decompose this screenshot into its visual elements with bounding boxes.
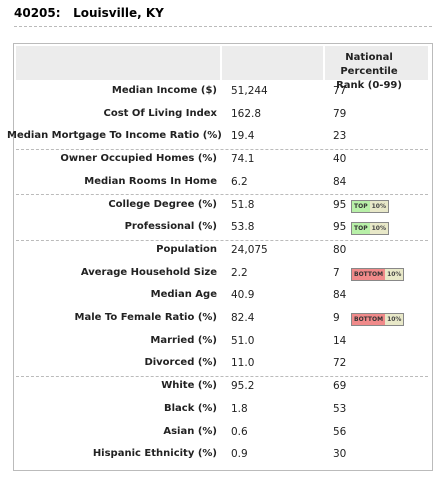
rank-header: National Percentile Rank (0-99) — [336, 52, 402, 91]
badge: TOP 10% — [351, 222, 389, 235]
row-value: 11.0 — [231, 357, 255, 369]
row-rank: 72 — [333, 357, 347, 369]
badge: TOP 10% — [351, 200, 389, 213]
header-cell — [16, 46, 220, 80]
badge-pct: 10% — [385, 269, 404, 280]
row-label: Asian (%) — [163, 426, 217, 437]
zip: 40205: — [14, 6, 61, 20]
row-value: 0.6 — [231, 426, 248, 438]
row-label: Divorced (%) — [144, 357, 217, 368]
row-label: Male To Female Ratio (%) — [74, 312, 217, 323]
row-label: Median Mortgage To Income Ratio (%) — [7, 130, 222, 141]
row-rank: 30 — [333, 448, 347, 460]
row-value: 74.1 — [231, 153, 255, 165]
row-rank: 9 — [333, 312, 340, 324]
row-rank: 84 — [333, 289, 347, 301]
row-rank: 14 — [333, 335, 347, 347]
row-value: 1.8 — [231, 403, 248, 415]
row-label: Married (%) — [150, 335, 217, 346]
header-cell — [325, 46, 428, 80]
badge-label: TOP — [352, 201, 370, 212]
row-label: Cost Of Living Index — [103, 108, 218, 119]
row-value: 0.9 — [231, 448, 248, 460]
row-label: Median Income ($) — [111, 85, 217, 96]
header-cell — [222, 46, 323, 80]
row-value: 40.9 — [231, 289, 255, 301]
row-value: 53.8 — [231, 221, 255, 233]
row-label: Population — [156, 244, 217, 255]
row-value: 51.0 — [231, 335, 255, 347]
group-separator — [16, 240, 428, 241]
badge: BOTTOM 10% — [351, 313, 405, 326]
row-value: 51.8 — [231, 199, 255, 211]
badge-label: TOP — [352, 223, 370, 234]
place: Louisville, KY — [73, 6, 164, 20]
row-value: 19.4 — [231, 130, 255, 142]
row-value: 2.2 — [231, 267, 248, 279]
row-rank: 80 — [333, 244, 347, 256]
row-label: College Degree (%) — [108, 199, 217, 210]
row-rank: 23 — [333, 130, 347, 142]
row-rank: 95 — [333, 221, 347, 233]
badge-label: BOTTOM — [352, 269, 386, 280]
badge: BOTTOM 10% — [351, 268, 405, 281]
row-label: Average Household Size — [80, 267, 217, 278]
row-label: Hispanic Ethnicity (%) — [92, 448, 217, 459]
group-separator — [16, 149, 428, 150]
row-value: 95.2 — [231, 380, 255, 392]
row-rank: 69 — [333, 380, 347, 392]
row-rank: 95 — [333, 199, 347, 211]
group-separator — [16, 376, 428, 377]
row-value: 162.8 — [231, 108, 262, 120]
row-rank: 40 — [333, 153, 347, 165]
row-value: 51,244 — [231, 85, 268, 97]
row-rank: 77 — [333, 85, 347, 97]
row-rank: 84 — [333, 176, 347, 188]
row-rank: 56 — [333, 426, 347, 438]
row-value: 24,075 — [231, 244, 268, 256]
table-box — [13, 43, 433, 471]
row-label: White (%) — [161, 380, 217, 391]
title: 40205: Louisville, KY — [14, 6, 164, 20]
badge-pct: 10% — [385, 314, 404, 325]
row-label: Median Age — [150, 289, 217, 300]
badge-label: BOTTOM — [352, 314, 386, 325]
row-label: Professional (%) — [124, 221, 217, 232]
title-rule — [14, 26, 432, 27]
row-rank: 79 — [333, 108, 347, 120]
badge-pct: 10% — [369, 223, 388, 234]
badge-pct: 10% — [369, 201, 388, 212]
row-value: 6.2 — [231, 176, 248, 188]
group-separator — [16, 194, 428, 195]
row-value: 82.4 — [231, 312, 255, 324]
row-label: Owner Occupied Homes (%) — [60, 153, 217, 164]
row-label: Black (%) — [163, 403, 217, 414]
row-label: Median Rooms In Home — [84, 176, 217, 187]
row-rank: 53 — [333, 403, 347, 415]
row-rank: 7 — [333, 267, 340, 279]
